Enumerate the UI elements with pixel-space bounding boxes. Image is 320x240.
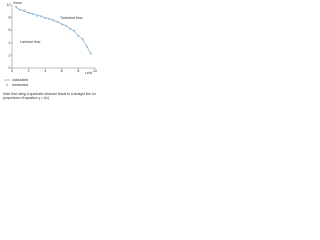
- legend-swatch: [5, 83, 8, 86]
- point: [69, 27, 72, 30]
- point: [23, 9, 26, 12]
- point: [31, 12, 34, 15]
- point: [56, 21, 59, 24]
- point: [60, 23, 63, 26]
- y-tick-label: 10: [7, 3, 11, 7]
- series-line: [16, 7, 92, 55]
- annotation: Turbulent flow: [60, 16, 83, 20]
- x-tick-label: 0: [11, 69, 13, 73]
- y-tick-label: 8: [9, 16, 11, 20]
- x-tick-label: 8: [77, 69, 79, 73]
- x-axis-label: Le/d: [85, 71, 92, 75]
- x-tick-label: 10: [93, 69, 97, 73]
- point: [15, 5, 18, 8]
- x-tick-label: 2: [28, 69, 30, 73]
- y-tick-label: 2: [9, 53, 11, 57]
- y-axis-label: h/mm: [13, 1, 22, 5]
- x-tick-label: 6: [61, 69, 63, 73]
- point: [77, 34, 80, 37]
- point: [40, 15, 43, 18]
- y-tick-label: 6: [9, 28, 11, 32]
- point: [64, 24, 67, 27]
- y-tick-label: 4: [9, 41, 11, 45]
- point: [89, 52, 92, 55]
- y-tick-label: 0: [9, 66, 11, 70]
- note: Note that using a quadratic distance lea…: [3, 92, 96, 100]
- point: [19, 9, 22, 12]
- note-box: Note that using a quadratic distance lea…: [3, 92, 96, 100]
- point: [48, 17, 51, 20]
- point: [73, 29, 76, 32]
- point: [35, 14, 38, 17]
- point: [52, 19, 55, 22]
- legend-label: measured: [12, 83, 28, 87]
- point: [85, 45, 88, 48]
- point: [27, 12, 30, 15]
- annotation: Laminar flow: [20, 40, 41, 44]
- legend-label: calculated: [12, 78, 28, 82]
- point: [81, 38, 84, 41]
- x-tick-label: 4: [44, 69, 46, 73]
- point: [44, 17, 47, 20]
